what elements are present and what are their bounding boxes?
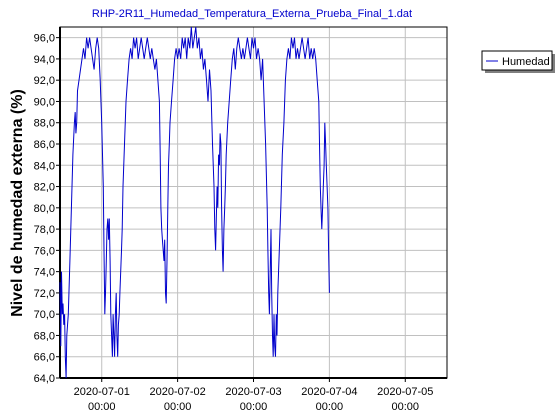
y-tick-label: 76,0 (34, 245, 55, 257)
x-tick-date: 2020-07-04 (301, 386, 357, 398)
x-tick-time: 00:00 (88, 401, 116, 413)
y-tick-label: 94,0 (34, 54, 55, 66)
y-tick-label: 80,0 (34, 203, 55, 215)
y-axis-label: Nivel de humedad externa (%) (9, 89, 26, 317)
y-tick-label: 68,0 (34, 330, 55, 342)
y-tick-label: 92,0 (34, 75, 55, 87)
y-tick-label: 64,0 (34, 373, 55, 385)
y-tick-label: 66,0 (34, 352, 55, 364)
y-tick-label: 84,0 (34, 160, 55, 172)
x-tick-date: 2020-07-03 (225, 386, 281, 398)
series-line-humedad (59, 26, 330, 379)
y-tick-labels: 64,0 66,0 68,0 70,0 72,0 74,0 76,0 78,0 80,0 82,0… (34, 33, 60, 385)
x-tick-date: 2020-07-05 (377, 386, 433, 398)
chart-title: RHP-2R11_Humedad_Temperatura_Externa_Pru… (92, 8, 412, 20)
x-tick-date: 2020-07-01 (74, 386, 130, 398)
series-layer (59, 26, 330, 379)
x-tick-date: 2020-07-02 (149, 386, 205, 398)
x-tick-time: 00:00 (240, 401, 268, 413)
y-tick-label: 86,0 (34, 139, 55, 151)
y-tick-label: 82,0 (34, 182, 55, 194)
y-tick-label: 74,0 (34, 267, 55, 279)
x-tick-time: 00:00 (391, 401, 419, 413)
x-tick-time: 00:00 (164, 401, 192, 413)
y-tick-label: 90,0 (34, 96, 55, 108)
x-tick-labels: 2020-07-01 00:00 2020-07-02 00:00 2020-07-03… (74, 378, 433, 413)
y-tick-label: 88,0 (34, 118, 55, 130)
y-tick-label: 78,0 (34, 224, 55, 236)
y-tick-label: 70,0 (34, 309, 55, 321)
legend-label-humedad: Humedad (502, 56, 550, 68)
y-tick-label: 96,0 (34, 33, 55, 45)
legend[interactable]: Humedad (481, 50, 555, 73)
legend-box (481, 50, 553, 71)
x-tick-time: 00:00 (316, 401, 344, 413)
y-tick-label: 72,0 (34, 288, 55, 300)
